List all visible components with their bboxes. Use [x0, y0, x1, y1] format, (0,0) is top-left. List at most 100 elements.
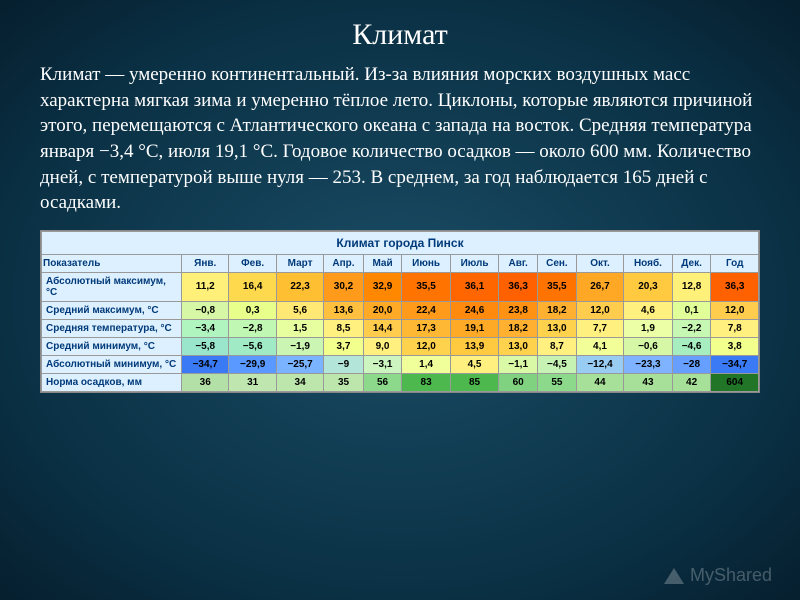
value-cell: 23,8	[499, 301, 538, 319]
value-cell: 12,8	[672, 272, 711, 301]
value-cell: 13,0	[499, 337, 538, 355]
value-cell: 7,8	[711, 319, 759, 337]
value-cell: 30,2	[324, 272, 363, 301]
value-cell: 3,8	[711, 337, 759, 355]
value-cell: 1,5	[276, 319, 323, 337]
value-cell: −3,4	[182, 319, 229, 337]
value-cell: 56	[363, 373, 402, 391]
value-cell: 4,5	[450, 355, 498, 373]
value-cell: 83	[402, 373, 450, 391]
value-cell: 55	[538, 373, 577, 391]
value-cell: 24,6	[450, 301, 498, 319]
value-cell: 31	[229, 373, 276, 391]
value-cell: 8,5	[324, 319, 363, 337]
row-label: Средний максимум, °C	[42, 301, 182, 319]
value-cell: 18,2	[538, 301, 577, 319]
value-cell: −0,8	[182, 301, 229, 319]
value-cell: −1,9	[276, 337, 323, 355]
play-icon	[664, 568, 684, 584]
month-header: Июнь	[402, 254, 450, 272]
value-cell: 17,3	[402, 319, 450, 337]
value-cell: 12,0	[711, 301, 759, 319]
value-cell: 44	[576, 373, 623, 391]
value-cell: 20,3	[624, 272, 673, 301]
value-cell: 60	[499, 373, 538, 391]
month-header: Авг.	[499, 254, 538, 272]
value-cell: 18,2	[499, 319, 538, 337]
value-cell: 26,7	[576, 272, 623, 301]
value-cell: 22,3	[276, 272, 323, 301]
value-cell: −12,4	[576, 355, 623, 373]
value-cell: 3,7	[324, 337, 363, 355]
value-cell: 20,0	[363, 301, 402, 319]
climate-table-container: Климат города Пинск Показатель Янв.Фев.М…	[40, 230, 760, 393]
table-row: Средний минимум, °C−5,8−5,6−1,93,79,012,…	[42, 337, 759, 355]
value-cell: 32,9	[363, 272, 402, 301]
row-label: Средний минимум, °C	[42, 337, 182, 355]
month-header: Март	[276, 254, 323, 272]
value-cell: 13,6	[324, 301, 363, 319]
month-header: Год	[711, 254, 759, 272]
value-cell: −9	[324, 355, 363, 373]
value-cell: 7,7	[576, 319, 623, 337]
value-cell: −28	[672, 355, 711, 373]
value-cell: 19,1	[450, 319, 498, 337]
label-header: Показатель	[42, 254, 182, 272]
value-cell: 11,2	[182, 272, 229, 301]
value-cell: −25,7	[276, 355, 323, 373]
value-cell: 22,4	[402, 301, 450, 319]
value-cell: −34,7	[182, 355, 229, 373]
value-cell: 35,5	[402, 272, 450, 301]
row-label: Абсолютный максимум, °C	[42, 272, 182, 301]
value-cell: 16,4	[229, 272, 276, 301]
month-header: Июль	[450, 254, 498, 272]
table-row: Норма осадков, мм36313435568385605544434…	[42, 373, 759, 391]
value-cell: 9,0	[363, 337, 402, 355]
month-header: Апр.	[324, 254, 363, 272]
value-cell: 4,1	[576, 337, 623, 355]
value-cell: 0,3	[229, 301, 276, 319]
month-header: Нояб.	[624, 254, 673, 272]
value-cell: 8,7	[538, 337, 577, 355]
table-header-row: Показатель Янв.Фев.МартАпр.МайИюньИюльАв…	[42, 254, 759, 272]
value-cell: 1,4	[402, 355, 450, 373]
value-cell: 36,3	[711, 272, 759, 301]
climate-table: Климат города Пинск Показатель Янв.Фев.М…	[41, 231, 759, 392]
watermark: MyShared	[664, 565, 772, 586]
value-cell: −5,6	[229, 337, 276, 355]
month-header: Фев.	[229, 254, 276, 272]
value-cell: 12,0	[402, 337, 450, 355]
value-cell: 1,9	[624, 319, 673, 337]
month-header: Дек.	[672, 254, 711, 272]
value-cell: 0,1	[672, 301, 711, 319]
value-cell: −4,5	[538, 355, 577, 373]
value-cell: 43	[624, 373, 673, 391]
month-header: Янв.	[182, 254, 229, 272]
value-cell: 604	[711, 373, 759, 391]
value-cell: −29,9	[229, 355, 276, 373]
table-caption: Климат города Пинск	[42, 231, 759, 254]
slide-title: Климат	[40, 18, 760, 52]
value-cell: −0,6	[624, 337, 673, 355]
value-cell: −34,7	[711, 355, 759, 373]
value-cell: 5,6	[276, 301, 323, 319]
value-cell: 85	[450, 373, 498, 391]
value-cell: 34	[276, 373, 323, 391]
value-cell: 35	[324, 373, 363, 391]
row-label: Норма осадков, мм	[42, 373, 182, 391]
value-cell: 13,9	[450, 337, 498, 355]
value-cell: −23,3	[624, 355, 673, 373]
value-cell: −1,1	[499, 355, 538, 373]
value-cell: −2,2	[672, 319, 711, 337]
row-label: Средняя температура, °C	[42, 319, 182, 337]
month-header: Окт.	[576, 254, 623, 272]
value-cell: 35,5	[538, 272, 577, 301]
month-header: Май	[363, 254, 402, 272]
value-cell: −5,8	[182, 337, 229, 355]
watermark-text: MyShared	[690, 565, 772, 586]
value-cell: 13,0	[538, 319, 577, 337]
value-cell: 36,1	[450, 272, 498, 301]
value-cell: −3,1	[363, 355, 402, 373]
table-row: Абсолютный минимум, °C−34,7−29,9−25,7−9−…	[42, 355, 759, 373]
value-cell: 14,4	[363, 319, 402, 337]
